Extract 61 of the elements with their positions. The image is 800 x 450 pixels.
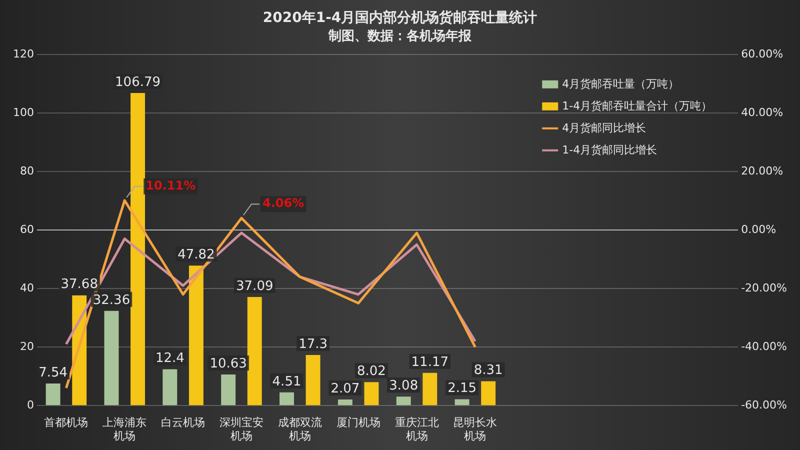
x-tick-label: 成都双流机场	[278, 416, 322, 442]
data-label: 11.17	[411, 354, 449, 370]
y2-tick-label: 0.00%	[741, 222, 776, 236]
y-tick-label: 60	[20, 222, 34, 236]
bar	[338, 400, 352, 406]
legend-label: 1-4月货邮吞吐量合计（万吨）	[562, 99, 712, 112]
chart-subtitle: 制图、数据：各机场年报	[328, 28, 472, 44]
bar	[221, 374, 236, 406]
y2-tick-label: 40.00%	[741, 106, 784, 119]
data-label: 7.54	[38, 365, 68, 380]
x-tick-label: 上海浦东机场	[102, 416, 147, 442]
bar	[364, 382, 379, 406]
data-label: 106.79	[115, 74, 161, 90]
x-tick-label: 昆明长水机场	[453, 416, 498, 442]
y-tick-label: 100	[12, 106, 34, 119]
data-label: 8.02	[357, 364, 386, 380]
bar	[247, 297, 262, 406]
x-tick-label: 首都机场	[44, 416, 88, 430]
x-tick-label: 白云机场	[161, 416, 206, 430]
data-label: 37.68	[60, 277, 98, 292]
data-label: 3.08	[389, 378, 418, 394]
data-label: 4.51	[272, 374, 302, 390]
data-label: 4.06%	[262, 196, 304, 210]
bar	[481, 381, 496, 406]
data-label: 32.36	[92, 292, 130, 308]
bar	[104, 310, 119, 406]
y-tick-label: 40	[20, 281, 34, 294]
bar	[130, 93, 146, 406]
bar	[454, 399, 470, 406]
y-tick-label: 20	[20, 340, 34, 353]
y2-tick-label: -60.00%	[741, 398, 788, 412]
y2-tick-label: -20.00%	[741, 281, 788, 294]
y2-tick-label: 20.00%	[741, 164, 784, 178]
y2-tick-label: -40.00%	[741, 340, 788, 353]
legend-label: 4月货邮同比增长	[562, 121, 646, 134]
data-label: 47.82	[178, 248, 215, 263]
data-label: 37.09	[236, 278, 274, 294]
chart-title: 2020年1-4月国内部分机场货邮吞吐量统计	[262, 9, 538, 26]
data-label: 10.63	[210, 356, 247, 372]
bar	[422, 372, 438, 406]
data-label: 10.11%	[146, 178, 196, 193]
y-tick-label: 80	[20, 164, 34, 178]
data-label: 17.3	[298, 336, 328, 352]
x-tick-label: 深圳宝安机场	[219, 416, 264, 442]
y-tick-label: 0	[26, 398, 34, 412]
x-tick-label: 重庆江北机场	[394, 416, 439, 442]
legend-label: 4月货邮吞吐量（万吨）	[562, 77, 680, 90]
data-label: 2.15	[448, 381, 477, 396]
data-label: 8.31	[474, 363, 503, 378]
bar	[46, 384, 60, 406]
data-label: 2.07	[330, 381, 360, 396]
bar	[280, 392, 294, 406]
x-tick-label: 厦门机场	[336, 416, 380, 430]
bar	[396, 396, 411, 406]
data-label: 12.4	[155, 351, 184, 366]
y-tick-label: 120	[12, 47, 34, 60]
bar	[306, 354, 320, 406]
bar	[162, 369, 178, 406]
y2-tick-label: 60.00%	[741, 47, 784, 60]
bar	[188, 266, 204, 406]
legend-label: 1-4月货邮同比增长	[562, 143, 658, 156]
